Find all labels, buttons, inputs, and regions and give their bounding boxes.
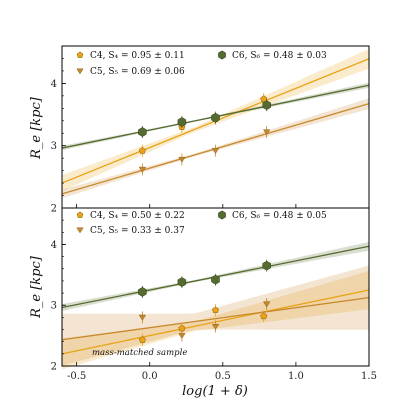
x-tick-label: 0.0 xyxy=(142,371,158,382)
data-point-c6 xyxy=(211,274,220,285)
data-point-c6 xyxy=(138,287,147,297)
bottom-y-axis-label: R_e [kpc] xyxy=(29,255,44,319)
x-axis-label: log(1 + δ) xyxy=(182,384,248,399)
y-tick-label: 4 xyxy=(51,79,57,90)
bottom-x-ticks: -0.5 0.0 0.5 1.0 1.5 xyxy=(67,362,377,382)
data-point-c6 xyxy=(262,100,271,111)
x-tick-label: 1.5 xyxy=(361,371,377,382)
bottom-panel: 2 3 4 -0.5 0.0 0.5 1.0 1.5 C4, S₄ = 0.50 ± 0.2… xyxy=(51,207,377,382)
y-tick-label: 4 xyxy=(51,240,57,251)
data-point-c5 xyxy=(263,301,271,308)
data-point-c4 xyxy=(260,312,268,320)
data-point-c6 xyxy=(177,117,187,127)
legend-label-c4: C4, S₄ = 0.95 ± 0.11 xyxy=(90,51,185,61)
legend-label-c5: C5, S₅ = 0.69 ± 0.06 xyxy=(90,67,185,77)
data-point-c5 xyxy=(138,314,147,321)
data-point-c6 xyxy=(177,277,187,287)
data-point-c5 xyxy=(211,148,220,155)
top-y-ticks: 2 3 4 xyxy=(51,45,370,215)
legend-marker-c5 xyxy=(76,68,84,75)
top-panel: 2 3 4 C4, S₄ = 0.95 ± 0.11 C5, S₅ = 0.69 ± … xyxy=(51,45,370,215)
bottom-data-points xyxy=(138,259,271,346)
data-point-c6 xyxy=(138,127,147,137)
data-point-c5 xyxy=(178,156,186,163)
bottom-panel-frame xyxy=(61,207,370,367)
data-point-c6 xyxy=(262,260,271,271)
legend-marker-c6 xyxy=(218,50,226,60)
legend-label-c6: C6, S₆ = 0.48 ± 0.05 xyxy=(232,211,327,221)
data-point-c5 xyxy=(211,324,220,330)
legend-label-c4: C4, S₄ = 0.50 ± 0.22 xyxy=(90,211,185,221)
top-y-axis-label: R_e [kpc] xyxy=(29,96,44,160)
mass-matched-annotation: mass-matched sample xyxy=(92,348,187,358)
data-point-c5 xyxy=(263,129,271,136)
data-point-c5 xyxy=(178,333,186,339)
fit-line-c5 xyxy=(61,296,370,341)
top-legend: C4, S₄ = 0.95 ± 0.11 C5, S₅ = 0.69 ± 0.06… xyxy=(76,50,327,77)
legend-label-c6: C6, S₆ = 0.48 ± 0.03 xyxy=(232,51,327,61)
x-tick-label: -0.5 xyxy=(67,371,86,382)
top-data-points xyxy=(138,92,271,176)
x-tick-label: 1.0 xyxy=(288,371,304,382)
legend-marker-c4 xyxy=(76,211,84,218)
x-tick-label: 0.5 xyxy=(215,371,231,382)
fit-band-c4 xyxy=(62,270,369,370)
y-tick-label: 2 xyxy=(51,204,57,215)
data-point-c4 xyxy=(138,336,146,343)
data-point-c4 xyxy=(212,306,219,314)
y-tick-label: 2 xyxy=(51,362,57,373)
legend-marker-c5 xyxy=(76,227,84,234)
legend-marker-c6 xyxy=(218,210,226,220)
legend-marker-c4 xyxy=(76,51,84,58)
y-tick-label: 3 xyxy=(51,301,57,312)
data-point-c4 xyxy=(138,146,146,154)
data-point-c6 xyxy=(211,112,220,123)
bottom-y-ticks: 2 3 4 xyxy=(51,207,66,373)
bottom-legend: C4, S₄ = 0.50 ± 0.22 C5, S₅ = 0.33 ± 0.37… xyxy=(76,210,327,236)
data-point-c4 xyxy=(260,95,268,102)
data-point-c5 xyxy=(138,166,147,173)
y-tick-label: 3 xyxy=(51,141,57,152)
legend-label-c5: C5, S₅ = 0.33 ± 0.37 xyxy=(90,226,185,236)
